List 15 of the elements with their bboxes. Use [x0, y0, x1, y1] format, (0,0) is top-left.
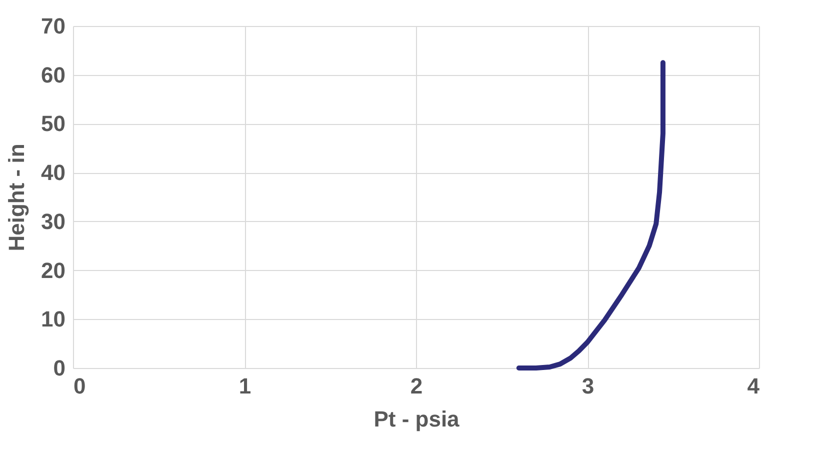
x-tick-label: 2 — [410, 374, 423, 398]
x-tick-label: 0 — [74, 374, 86, 398]
y-tick-label: 70 — [41, 14, 66, 38]
y-tick-label: 40 — [41, 160, 66, 186]
y-tick-label: 50 — [41, 111, 66, 136]
x-tick-label: 1 — [238, 374, 252, 398]
y-tick-label: 20 — [41, 258, 66, 283]
x-axis-title: Pt - psia — [374, 406, 460, 432]
y-axis-title: Height - in — [4, 144, 30, 252]
x-tick-label: 4 — [747, 374, 760, 398]
x-tick-label: 3 — [582, 374, 594, 398]
y-tick-label: 10 — [41, 306, 66, 332]
y-tick-label: 30 — [41, 208, 66, 234]
y-tick-label: 0 — [53, 356, 66, 380]
y-tick-label: 60 — [41, 62, 66, 88]
